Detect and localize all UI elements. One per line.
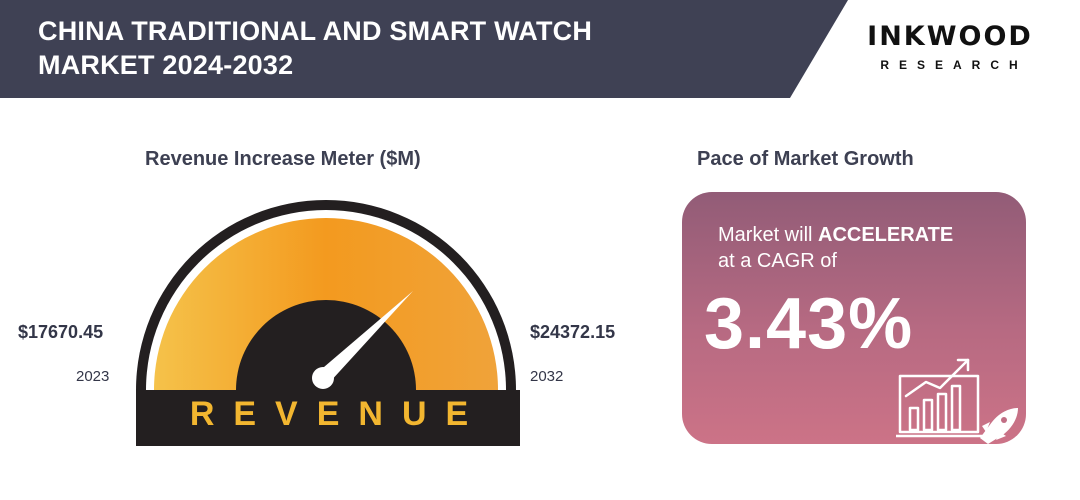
cagr-description: Market will ACCELERATE at a CAGR of (718, 222, 1018, 274)
meter-needle (317, 291, 413, 383)
cagr-card: Market will ACCELERATE at a CAGR of 3.43… (682, 192, 1026, 444)
page-title-line1: CHINA TRADITIONAL AND SMART WATCH (38, 16, 593, 46)
cagr-text-emphasis: ACCELERATE (818, 224, 954, 246)
logo-name: INKWOOD (867, 21, 1033, 52)
end-value: $24372.15 (530, 322, 616, 342)
cagr-text-prefix: Market will (718, 224, 819, 246)
growth-title: Pace of Market Growth (697, 148, 914, 170)
meter-title: Revenue Increase Meter ($M) (145, 148, 421, 170)
logo-subtitle: RESEARCH (880, 58, 1028, 72)
meter-hub (236, 300, 416, 390)
page-title: CHINA TRADITIONAL AND SMART WATCH MARKET… (38, 14, 738, 82)
header-banner: CHINA TRADITIONAL AND SMART WATCH MARKET… (0, 0, 1080, 98)
start-value: $17670.45 (18, 322, 104, 342)
cagr-text-suffix: at a CAGR of (718, 250, 837, 272)
page-title-line2: MARKET 2024-2032 (38, 50, 294, 80)
cagr-value: 3.43% (704, 284, 914, 364)
meter-base (136, 390, 520, 446)
start-year: 2023 (76, 368, 110, 385)
meter-needle-pivot (312, 367, 334, 389)
end-year: 2032 (530, 368, 564, 385)
meter-label: REVENUE (189, 395, 488, 433)
chart-rocket-icon (896, 358, 1018, 444)
revenue-meter (136, 200, 520, 446)
inkwood-logo: INKWOOD RESEARCH (855, 21, 1045, 73)
header-background (0, 0, 848, 98)
